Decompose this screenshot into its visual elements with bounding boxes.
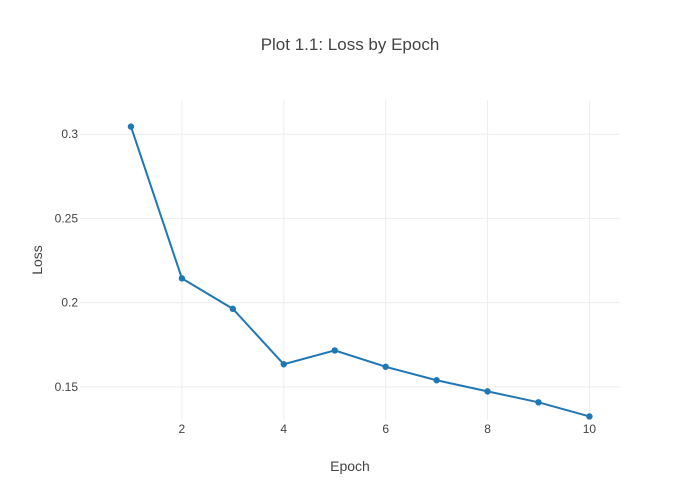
x-tick-label: 8	[484, 422, 491, 436]
data-point	[331, 347, 338, 354]
series-line	[129, 126, 590, 418]
data-point	[433, 377, 440, 384]
x-tick-label: 10	[583, 422, 597, 436]
y-tick-label: 0.3	[61, 127, 78, 141]
data-point	[127, 123, 135, 130]
chart-title: Plot 1.1: Loss by Epoch	[261, 35, 440, 54]
y-tick-label: 0.25	[55, 211, 79, 225]
data-point	[229, 305, 237, 313]
y-tick-label: 0.15	[55, 380, 79, 394]
data-point	[382, 363, 389, 370]
data-point	[178, 275, 186, 282]
y-axis-title: Loss	[29, 245, 45, 275]
grid	[80, 100, 620, 420]
x-tick-label: 4	[280, 422, 287, 436]
y-tick-label: 0.2	[61, 296, 78, 310]
data-point	[535, 399, 542, 406]
x-axis-title: Epoch	[330, 458, 370, 474]
data-point	[586, 413, 593, 420]
x-tick-label: 2	[179, 422, 186, 436]
series-layer	[127, 123, 593, 420]
data-point	[280, 361, 287, 368]
data-point	[484, 388, 491, 395]
tick-labels: 2 4 6 8 10 0.15 0.2 0.25 0.3	[55, 127, 597, 436]
x-tick-label: 6	[382, 422, 389, 436]
